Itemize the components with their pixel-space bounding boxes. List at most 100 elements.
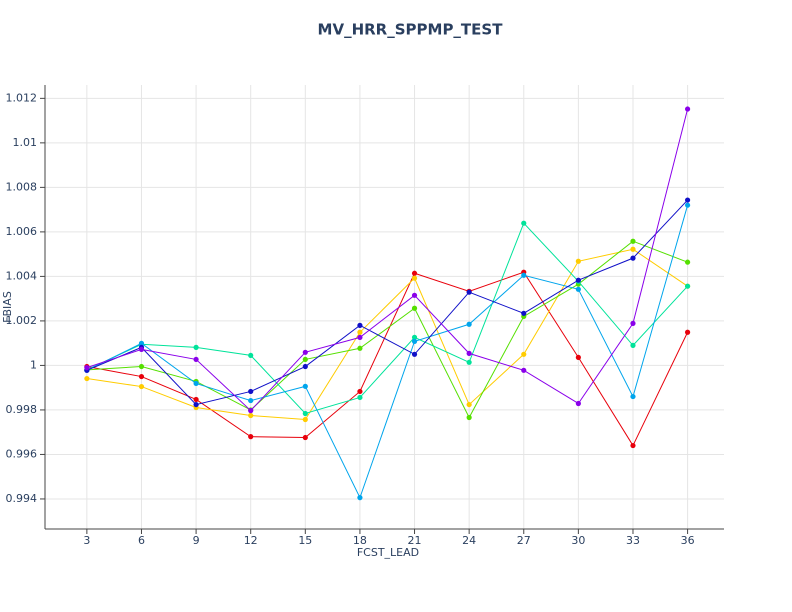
point [684, 283, 691, 289]
point [521, 367, 527, 373]
point [248, 388, 254, 395]
point [357, 345, 363, 351]
point [411, 305, 418, 311]
point [411, 334, 418, 340]
point [302, 383, 308, 389]
y-tick-label: 1 [30, 358, 37, 371]
point [521, 310, 527, 316]
point [84, 375, 90, 382]
point [248, 352, 254, 359]
point [357, 388, 363, 395]
point [138, 383, 145, 390]
point [357, 334, 363, 340]
point [193, 356, 199, 363]
series-line [86, 108, 689, 412]
x-axis-label: FCST_LEAD [357, 546, 419, 559]
y-tick-label: 0.996 [6, 447, 38, 460]
point [630, 238, 636, 244]
y-tick-label: 1.002 [6, 314, 38, 327]
point [575, 258, 581, 264]
point [357, 495, 363, 501]
point [357, 329, 363, 335]
point [411, 270, 418, 276]
x-tick-label: 12 [244, 534, 258, 547]
point [357, 322, 363, 328]
point [357, 394, 363, 401]
point [138, 363, 145, 370]
point [411, 351, 418, 357]
x-tick-label: 30 [571, 534, 585, 547]
point [466, 359, 472, 365]
y-tick-label: 0.994 [6, 492, 38, 505]
point [630, 246, 636, 252]
y-tick-label: 0.998 [6, 403, 38, 416]
point [302, 434, 308, 441]
point [302, 349, 308, 355]
point [411, 275, 418, 281]
x-tick-label: 6 [138, 534, 145, 547]
series-line [86, 205, 689, 499]
point [684, 197, 691, 203]
point [466, 321, 472, 327]
plot-area [84, 106, 691, 501]
point [630, 255, 636, 261]
point [138, 340, 145, 346]
point [684, 329, 691, 335]
x-tick-label: 18 [353, 534, 367, 547]
point [248, 397, 254, 404]
point [575, 354, 581, 361]
point [684, 202, 691, 208]
point [84, 365, 90, 371]
x-tick-label: 3 [83, 534, 90, 547]
series-line [86, 248, 688, 421]
point [193, 401, 199, 408]
x-tick-label: 15 [298, 534, 312, 547]
x-tick-label: 27 [517, 534, 531, 547]
x-tick-label: 33 [626, 534, 640, 547]
y-tick-label: 1.006 [6, 225, 38, 238]
point [411, 292, 418, 298]
point [575, 400, 581, 407]
point [575, 286, 581, 292]
series-line [86, 222, 688, 415]
point [193, 344, 199, 350]
point [302, 363, 308, 370]
point [684, 259, 691, 265]
point [248, 434, 254, 440]
chart-title: MV_HRR_SPPMP_TEST [318, 21, 504, 39]
point [302, 410, 308, 417]
point [466, 289, 472, 295]
point [575, 277, 581, 283]
y-tick-label: 1.004 [6, 269, 38, 282]
point [466, 401, 472, 408]
point [630, 393, 636, 400]
point [521, 220, 527, 226]
point [302, 356, 308, 363]
point [684, 106, 691, 112]
x-tick-label: 24 [462, 534, 476, 547]
y-tick-label: 1.008 [6, 180, 38, 193]
grid [45, 85, 724, 529]
point [630, 320, 636, 326]
point [138, 346, 145, 352]
y-axis-label: FBIAS [1, 291, 14, 323]
point [193, 396, 199, 403]
point [411, 338, 418, 344]
point [630, 442, 636, 449]
point [193, 380, 199, 387]
x-tick-label: 9 [193, 534, 200, 547]
x-tick-label: 21 [408, 534, 422, 547]
point [521, 351, 527, 357]
point [248, 408, 254, 414]
y-tick-label: 1.01 [13, 136, 38, 149]
point [466, 350, 472, 357]
point [521, 272, 527, 278]
series-line [86, 199, 688, 406]
x-tick-label: 36 [681, 534, 695, 547]
point [248, 412, 254, 419]
point [466, 414, 472, 421]
point [630, 342, 636, 348]
point [138, 373, 145, 380]
point [302, 416, 308, 423]
